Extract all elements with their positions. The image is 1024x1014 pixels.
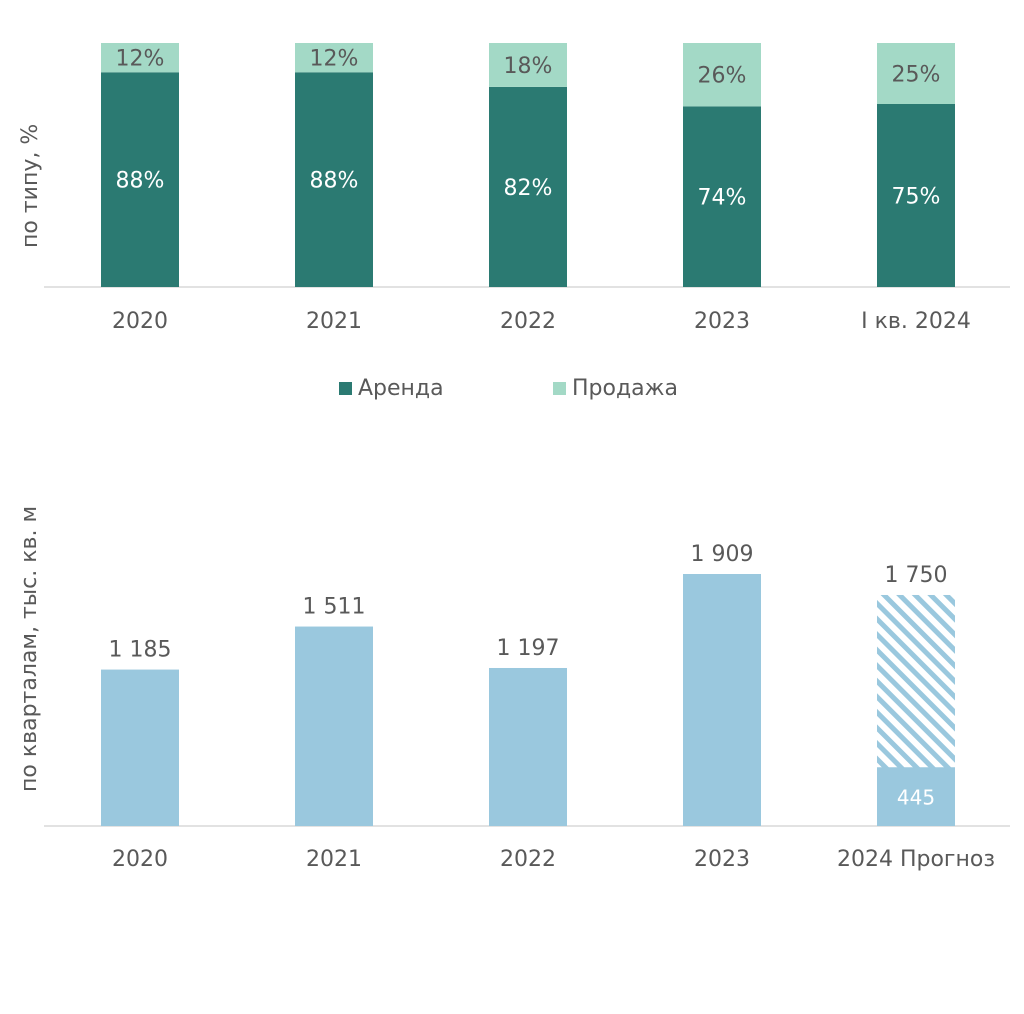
data-label: 1 185: [109, 638, 172, 663]
data-label-sale: 26%: [698, 64, 747, 89]
legend-label-rent: Аренда: [358, 376, 444, 401]
bar-rent: [877, 104, 955, 287]
x-tick-label: 2021: [306, 847, 362, 872]
bar-volume: [295, 626, 373, 826]
x-tick-label: 2020: [112, 847, 168, 872]
x-tick-label: 2021: [306, 309, 362, 334]
bar-volume: [489, 667, 567, 826]
legend-item-sale: Продажа: [553, 376, 678, 401]
legend-label-sale: Продажа: [572, 376, 678, 401]
bar-actual: [877, 767, 955, 826]
x-tick-label: 2023: [694, 847, 750, 872]
x-tick-label: 2024 Прогноз: [837, 847, 995, 872]
bar-rent: [295, 72, 373, 287]
volume-by-year-chart: 1 185 2020 1 511 2021 1 197 2022 1 909 2023 445 1…: [44, 542, 1010, 872]
legend: Аренда Продажа: [0, 376, 1024, 406]
x-tick-label: I кв. 2024: [861, 309, 971, 334]
data-label: 1 750: [885, 563, 948, 588]
data-label-rent: 88%: [116, 169, 165, 194]
x-tick-label: 2022: [500, 847, 556, 872]
bar-volume: [101, 669, 179, 826]
bar-sale: [295, 43, 373, 73]
legend-swatch-sale: [553, 382, 566, 395]
legend-swatch-rent: [339, 382, 352, 395]
x-tick-label: 2020: [112, 309, 168, 334]
bar-sale: [683, 43, 761, 107]
legend-item-rent: Аренда: [339, 376, 444, 401]
data-label-rent: 75%: [892, 185, 941, 210]
x-tick-label: 2022: [500, 309, 556, 334]
bar-sale: [489, 43, 567, 87]
data-label-sale: 25%: [892, 63, 941, 88]
data-label-rent: 82%: [504, 176, 553, 201]
bar-volume: [683, 574, 761, 826]
x-tick-label: 2023: [694, 309, 750, 334]
bar-rent: [101, 72, 179, 287]
data-label-rent: 88%: [310, 169, 359, 194]
bar-rent: [683, 106, 761, 287]
data-label-sale: 12%: [310, 47, 359, 72]
data-label: 1 197: [497, 636, 560, 661]
data-label-sale: 18%: [504, 54, 553, 79]
data-label: 1 511: [303, 595, 366, 620]
bar-rent: [489, 86, 567, 287]
data-label: 1 909: [691, 542, 754, 567]
data-label-rent: 74%: [698, 186, 747, 211]
share-by-type-chart: 88% 12% 2020 88% 12% 2021 82% 18% 2022 74% 26% 2023…: [44, 43, 1010, 334]
data-label-actual: 445: [897, 786, 935, 810]
bar-sale: [101, 43, 179, 73]
data-label-sale: 12%: [116, 47, 165, 72]
bar-sale: [877, 43, 955, 104]
